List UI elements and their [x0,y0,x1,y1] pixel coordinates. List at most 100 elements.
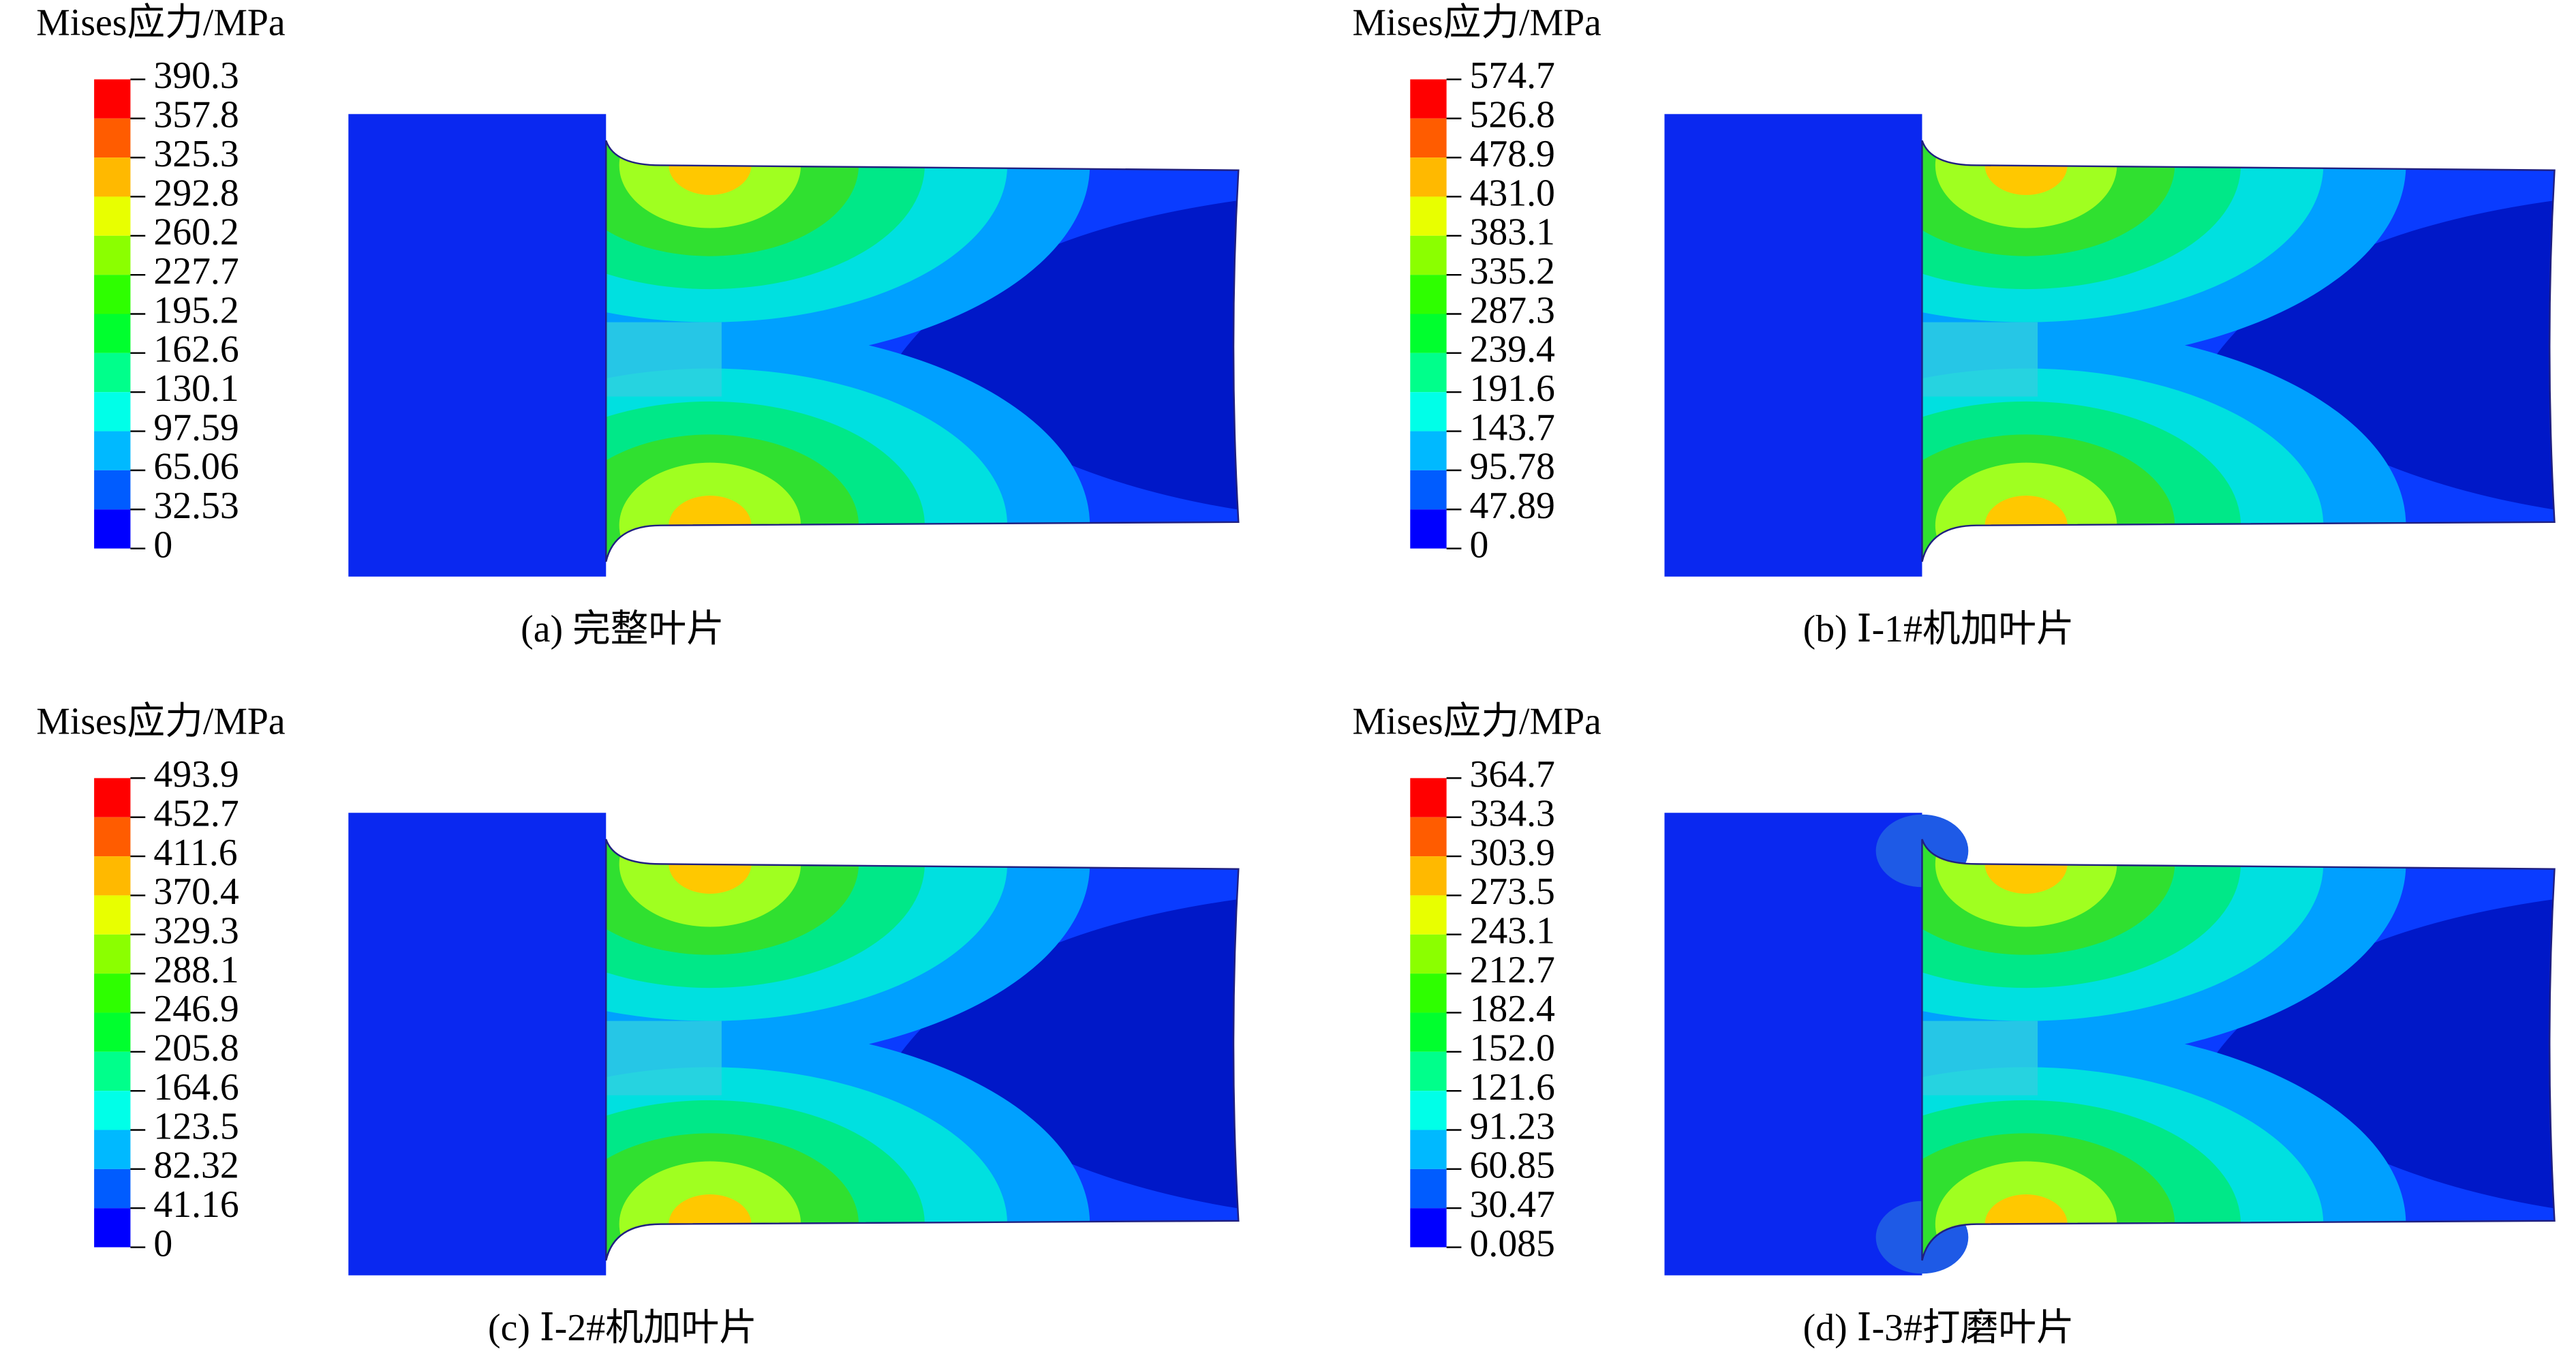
color-band [94,778,131,817]
legend-label: 60.85 [1470,1145,1555,1187]
color-band [94,79,131,119]
color-band [1410,157,1447,197]
color-band [1410,1130,1447,1169]
color-band [1410,470,1447,510]
legend-label: 205.8 [153,1027,239,1070]
color-band [1410,817,1447,857]
legend-label: 287.3 [1470,289,1555,331]
color-band [1410,352,1447,393]
color-band [1410,974,1447,1013]
legend-label: 121.6 [1470,1066,1555,1108]
legend-label: 335.2 [1470,250,1555,292]
color-band [1410,1091,1447,1130]
legend-label: 227.7 [153,250,239,292]
legend-label: 574.7 [1470,55,1555,97]
airfoil-outline [1921,140,2556,562]
color-band [1410,509,1447,549]
legend-label: 212.7 [1470,949,1555,991]
legend-label: 32.53 [153,485,239,527]
legend-label: 357.8 [153,94,239,136]
legend-label: 246.9 [153,988,239,1030]
legend-label: 493.9 [153,753,239,796]
legend-label: 164.6 [153,1066,239,1108]
legend-label: 65.06 [153,446,239,488]
color-band [94,1130,131,1169]
color-band [1410,778,1447,817]
color-band [94,235,131,275]
color-band [1410,934,1447,974]
color-band [1410,1168,1447,1209]
legend-title: Mises应力/MPa [1353,2,1601,44]
color-band [1410,1208,1447,1248]
legend-label: 260.2 [153,211,239,254]
color-band [1410,856,1447,896]
airfoil-outline [605,839,1240,1261]
legend-label: 95.78 [1470,446,1555,488]
contour [1922,1021,2038,1096]
color-band [94,1051,131,1091]
legend-label: 0 [153,524,172,566]
legend-label: 334.3 [1470,793,1555,835]
legend-label: 303.9 [1470,832,1555,874]
legend-label: 0.085 [1470,1222,1555,1265]
airfoil-outline [1921,839,2556,1261]
color-band [94,352,131,393]
legend-label: 329.3 [153,910,239,952]
legend-label: 143.7 [1470,406,1555,449]
contour [606,1021,722,1096]
color-band [94,1091,131,1130]
contour [606,322,722,397]
airfoil-outline [605,140,1240,562]
legend-label: 390.3 [153,55,239,97]
legend-label: 288.1 [153,949,239,991]
panel: Mises应力/MPa 574.7526.8478.9431.0383.1335.… [1353,2,2556,650]
color-band [94,509,131,549]
legend-label: 526.8 [1470,94,1555,136]
legend-label: 243.1 [1470,910,1555,952]
color-band [94,817,131,857]
legend-label: 123.5 [153,1105,239,1147]
contour [900,198,1239,513]
legend-label: 47.89 [1470,485,1555,527]
contour [2215,198,2555,513]
legend-label: 191.6 [1470,367,1555,410]
color-band [94,470,131,510]
legend-label: 364.7 [1470,753,1555,796]
caption: (c) Ⅰ-2#机加叶片 [488,1307,757,1349]
color-band [94,1208,131,1248]
color-band [1410,79,1447,119]
color-band [94,895,131,935]
legend-label: 273.5 [1470,871,1555,913]
blade-root [348,114,607,577]
color-band [1410,196,1447,236]
legend-label: 41.16 [153,1183,239,1226]
color-band [94,275,131,314]
color-band [94,974,131,1013]
contour [1922,322,2038,397]
color-band [1410,314,1447,353]
color-band [94,314,131,353]
blade-root [348,813,607,1276]
legend-title: Mises应力/MPa [36,701,285,743]
legend-title: Mises应力/MPa [36,2,285,44]
legend-label: 383.1 [1470,211,1555,254]
panel: Mises应力/MPa 390.3357.8325.3292.8260.2227.… [36,2,1240,650]
color-band [94,196,131,236]
contour [900,896,1239,1211]
color-band [1410,895,1447,935]
legend-label: 195.2 [153,289,239,331]
contour [2215,896,2555,1211]
color-band [94,157,131,197]
color-band [94,392,131,432]
color-band [1410,1012,1447,1052]
legend-label: 162.6 [153,329,239,371]
legend-label: 0 [1470,524,1489,566]
legend-label: 0 [153,1222,172,1265]
color-band [94,856,131,896]
color-band [1410,392,1447,432]
legend-label: 82.32 [153,1145,239,1187]
caption: (d) Ⅰ-3#打磨叶片 [1803,1307,2074,1349]
blade-root [1664,114,1922,577]
